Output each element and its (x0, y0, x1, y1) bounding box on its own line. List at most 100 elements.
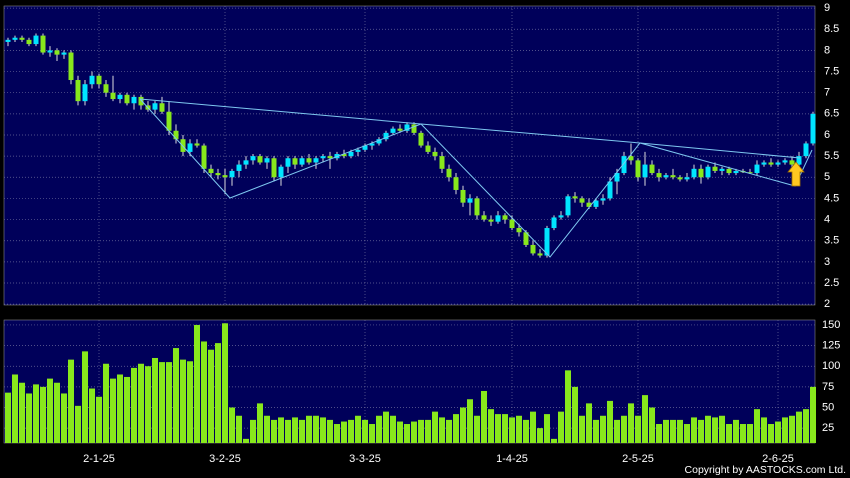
volume-bar (19, 382, 25, 443)
volume-bar (495, 414, 501, 443)
x-tick-label: 2-6-25 (762, 453, 794, 465)
volume-bar (425, 419, 431, 443)
candle-body (257, 156, 263, 163)
volume-bar (327, 419, 333, 443)
candle-body (397, 128, 403, 131)
candle-body (460, 189, 466, 203)
candle-body (82, 84, 88, 102)
candle-body (754, 164, 760, 174)
candle-body (425, 145, 431, 152)
volume-bar (516, 415, 522, 443)
volume-bar (642, 395, 648, 443)
candle-body (621, 156, 627, 174)
candle-body (194, 143, 200, 146)
candle-body (439, 156, 445, 169)
volume-bar (12, 374, 18, 443)
volume-bar (89, 388, 95, 443)
volume-bar (229, 407, 235, 443)
candle-body (159, 103, 165, 112)
copyright: Copyright by AASTOCKS.com Ltd. (685, 464, 846, 476)
volume-bar (201, 341, 207, 443)
price-tick-label: 2.5 (824, 277, 839, 289)
volume-tick-label: 50 (822, 401, 834, 413)
candle-body (285, 158, 291, 167)
candle-body (761, 162, 767, 165)
volume-bar (250, 419, 256, 443)
volume-bar (47, 378, 53, 443)
volume-bar (474, 415, 480, 443)
candle-body (684, 177, 690, 180)
volume-bar (691, 417, 697, 443)
volume-bar (810, 386, 816, 443)
candle-body (369, 143, 375, 146)
candle-body (264, 158, 270, 163)
volume-bar (621, 415, 627, 443)
volume-bar (537, 428, 543, 443)
candle-body (404, 124, 410, 131)
candle-body (803, 143, 809, 157)
volume-bar (803, 409, 809, 443)
candle-body (355, 149, 361, 152)
candle-body (810, 113, 816, 144)
candle-body (117, 94, 123, 100)
volume-bar (796, 411, 802, 443)
price-tick-label: 4.5 (824, 192, 839, 204)
candle-body (656, 173, 662, 178)
candle-body (299, 158, 305, 165)
volume-tick-label: 100 (822, 360, 840, 372)
candle-body (481, 215, 487, 220)
candle-body (509, 219, 515, 229)
candle-body (40, 35, 46, 53)
candle-body (768, 162, 774, 165)
volume-bar (558, 411, 564, 443)
volume-bar (348, 419, 354, 443)
candle-body (698, 168, 704, 178)
volume-bar (600, 415, 606, 443)
candle-body (467, 198, 473, 203)
candle-body (376, 139, 382, 144)
price-tick-label: 5 (824, 171, 830, 183)
candle-body (593, 200, 599, 207)
volume-bar (271, 419, 277, 443)
candle-body (663, 175, 669, 178)
volume-bar (740, 424, 746, 443)
candle-body (691, 168, 697, 178)
volume-bar (173, 348, 179, 443)
candle-body (348, 151, 354, 157)
x-tick-label: 2-5-25 (622, 453, 654, 465)
volume-bar (593, 419, 599, 443)
volume-bar (82, 351, 88, 443)
candle-body (12, 37, 18, 40)
candle-body (166, 111, 172, 131)
volume-bar (33, 384, 39, 443)
volume-bar (607, 400, 613, 443)
candle-body (628, 156, 634, 161)
volume-bar (719, 415, 725, 443)
volume-bar (369, 424, 375, 443)
volume-bar (439, 417, 445, 443)
volume-bar (467, 399, 473, 443)
candle-body (19, 37, 25, 40)
volume-bar (292, 417, 298, 443)
volume-bar (404, 424, 410, 443)
volume-bar (565, 370, 571, 443)
volume-bar (26, 393, 32, 443)
volume-bar (733, 419, 739, 443)
volume-bar (138, 363, 144, 443)
candle-body (719, 168, 725, 171)
candle-body (670, 175, 676, 178)
candle-body (89, 75, 95, 85)
price-tick-label: 8.5 (824, 23, 839, 35)
candle-body (782, 160, 788, 163)
volume-bar (131, 367, 137, 443)
price-tick-label: 8 (824, 44, 830, 56)
candle-body (313, 158, 319, 163)
volume-bar (313, 415, 319, 443)
candle-body (292, 158, 298, 165)
candle-body (103, 84, 109, 93)
volume-bar (264, 415, 270, 443)
candle-body (201, 145, 207, 169)
volume-bar (509, 417, 515, 443)
price-panel (3, 5, 816, 306)
volume-bar (166, 362, 172, 443)
